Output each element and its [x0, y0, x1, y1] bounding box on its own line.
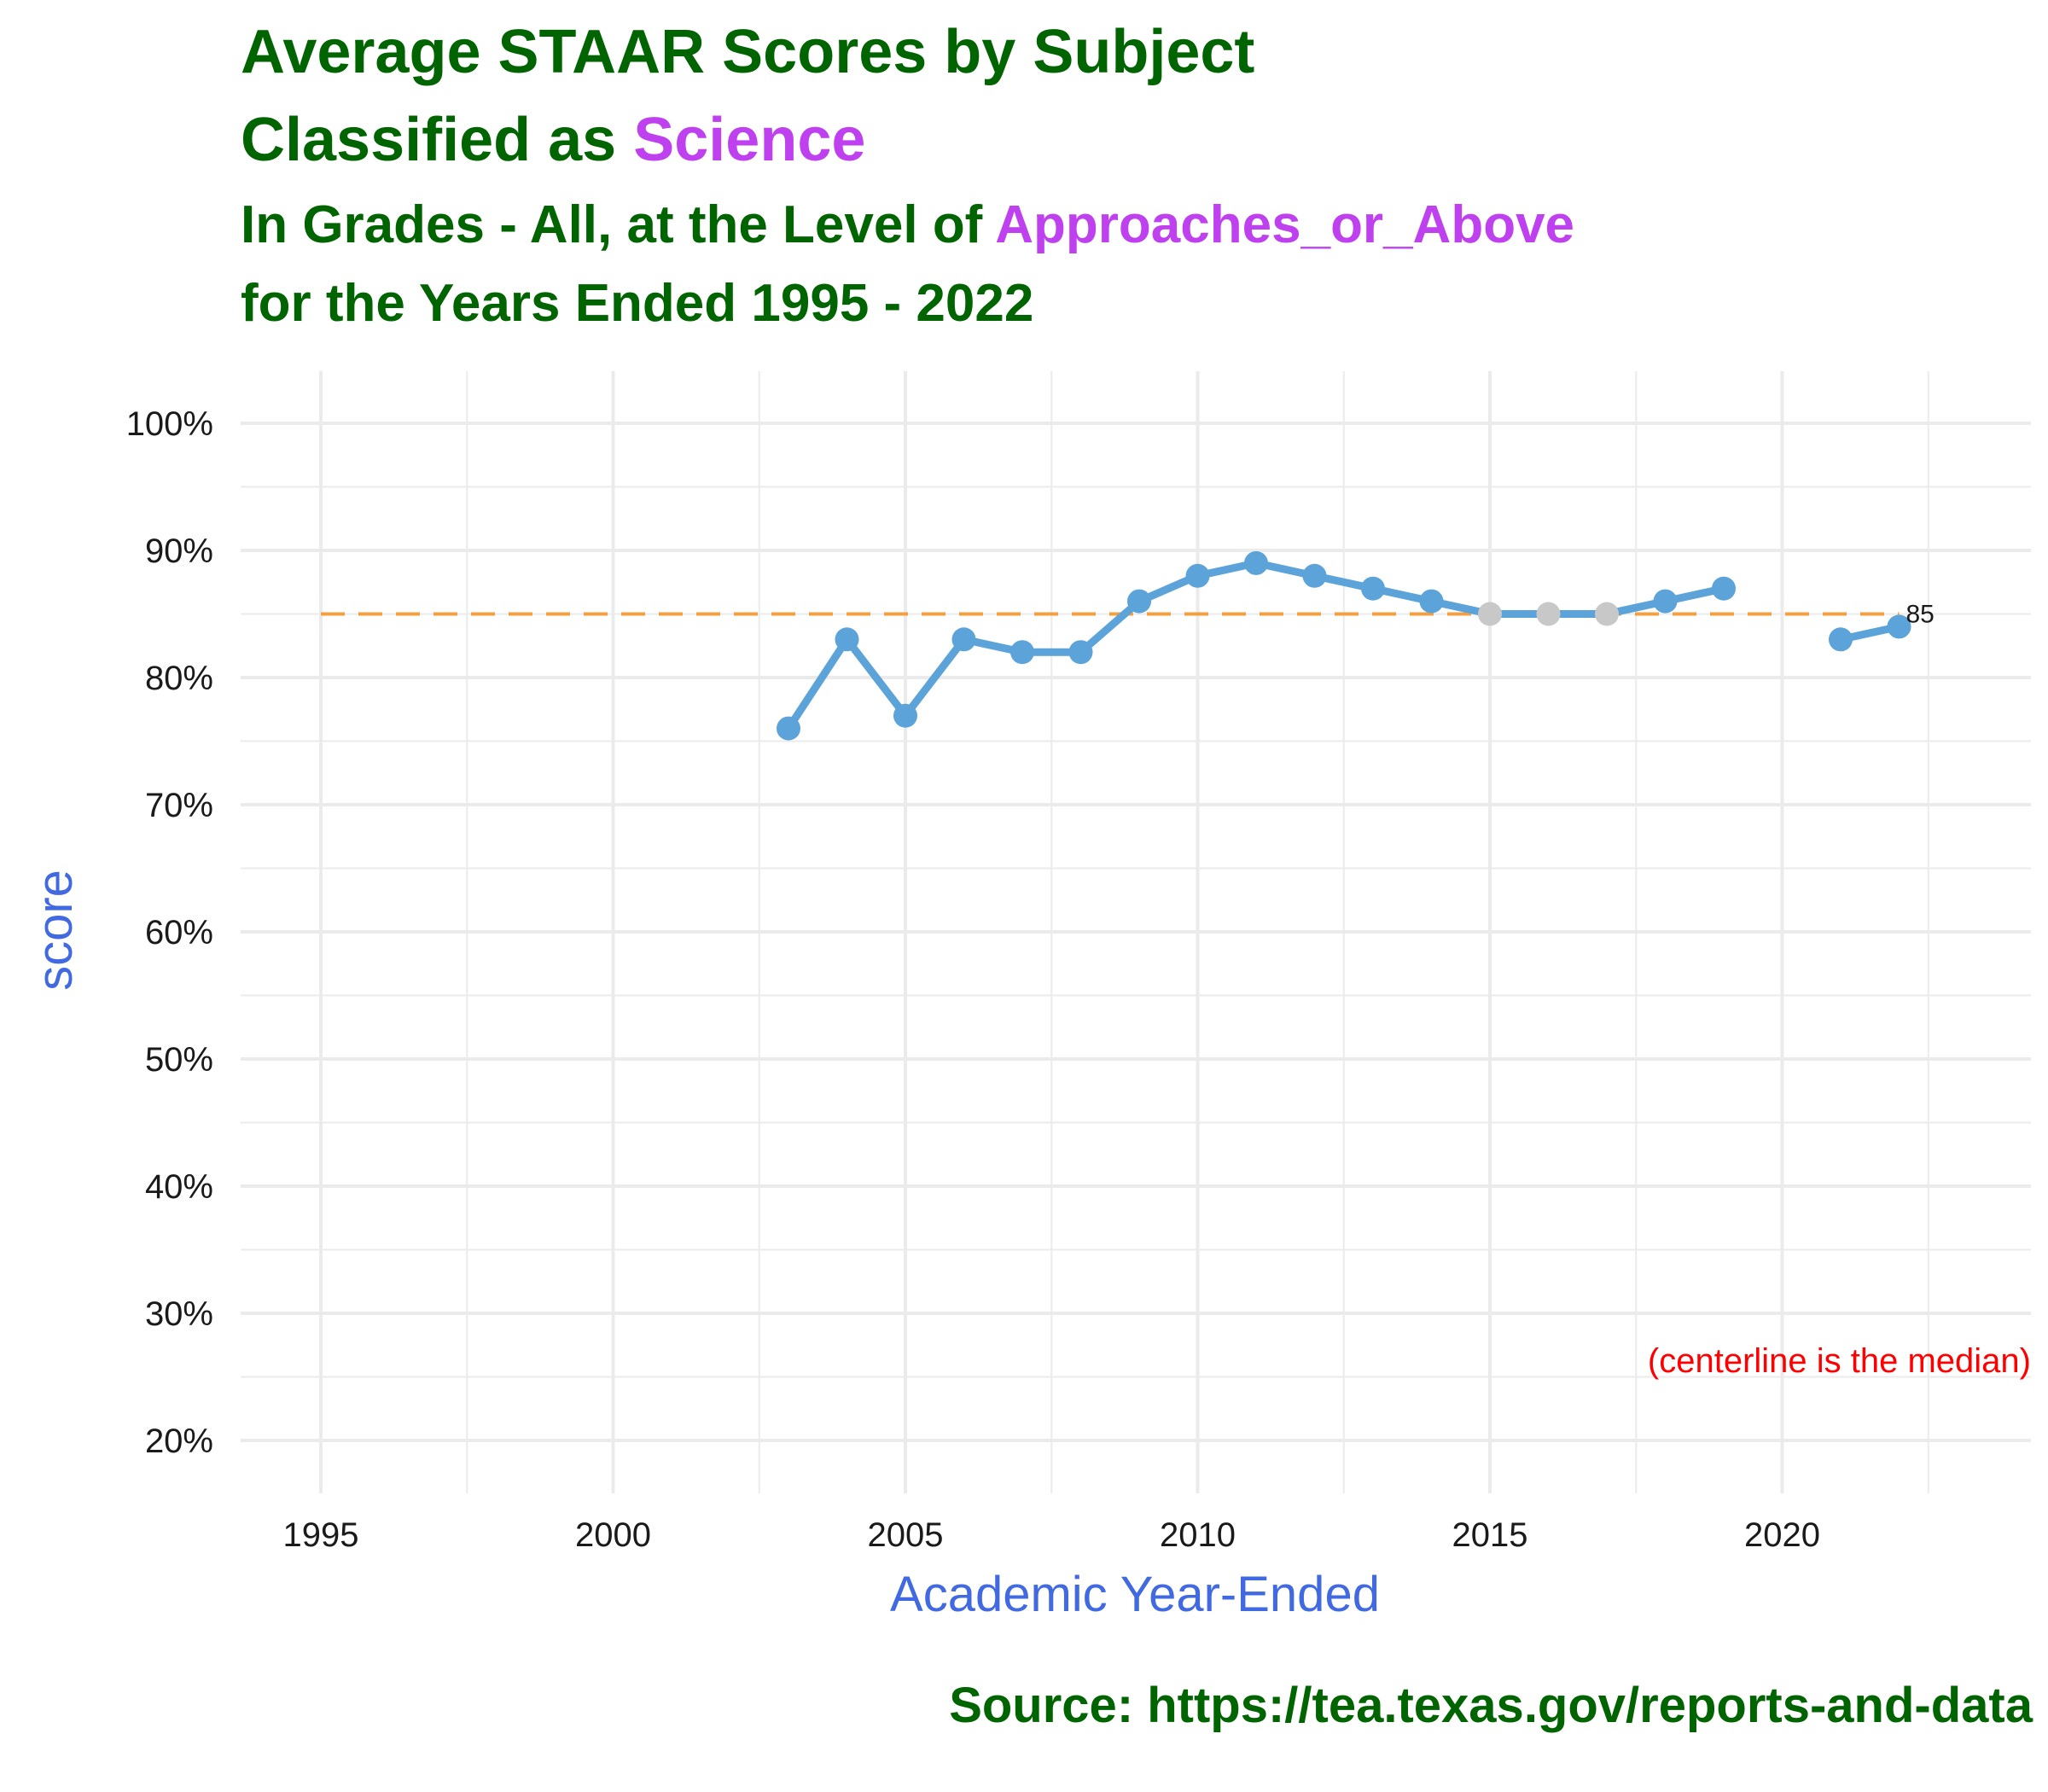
source-caption: Source: https://tea.texas.gov/reports-an…	[949, 1678, 2033, 1733]
title-line2-prefix: Classified as	[241, 106, 634, 174]
series-line	[784, 559, 1728, 733]
x-tick-label: 2005	[868, 1516, 944, 1554]
subtitle-line3-prefix: In Grades - All, at the Level of	[241, 195, 996, 254]
x-tick-label: 2015	[1452, 1516, 1528, 1554]
data-point	[1478, 602, 1502, 626]
data-point	[835, 627, 859, 652]
x-axis-title: Academic Year-Ended	[890, 1567, 1380, 1622]
x-tick-label: 2000	[575, 1516, 651, 1554]
data-point	[1595, 602, 1619, 626]
y-tick-label: 30%	[145, 1295, 213, 1333]
data-point	[1653, 589, 1678, 614]
data-point	[1185, 563, 1210, 588]
x-tick-label: 2020	[1744, 1516, 1820, 1554]
median-annotation: (centerline is the median)	[1648, 1342, 2031, 1380]
y-tick-label: 90%	[145, 532, 213, 570]
chart-title-line1: Average STAAR Scores by Subject	[241, 18, 1255, 86]
data-point	[1712, 576, 1736, 601]
data-point	[1829, 627, 1853, 652]
data-point	[1536, 602, 1561, 626]
x-tick-label: 1995	[283, 1516, 359, 1554]
data-point	[1127, 589, 1151, 614]
title-subject-highlight: Science	[633, 106, 866, 174]
x-tick-label: 2010	[1160, 1516, 1236, 1554]
data-point	[1302, 563, 1327, 588]
chart-subtitle-line3: In Grades - All, at the Level of Approac…	[241, 195, 1574, 255]
data-point	[1419, 589, 1444, 614]
data-point	[893, 703, 917, 728]
y-tick-label: 50%	[145, 1041, 213, 1079]
y-tick-label: 100%	[126, 405, 213, 443]
y-tick-label: 40%	[145, 1168, 213, 1206]
y-tick-label: 20%	[145, 1423, 213, 1460]
data-point	[1244, 550, 1268, 575]
y-tick-label: 80%	[145, 660, 213, 697]
data-point	[1068, 640, 1093, 665]
y-tick-label: 70%	[145, 787, 213, 824]
data-point	[1010, 640, 1034, 665]
data-point	[777, 716, 800, 741]
median-value-label: 85	[1906, 601, 1935, 629]
data-point	[951, 627, 976, 652]
subtitle-level-highlight: Approaches_or_Above	[995, 195, 1575, 254]
chart-title-line2: Classified as Science	[241, 105, 865, 175]
data-point	[1887, 614, 1911, 639]
chart-subtitle-line4: for the Years Ended 1995 - 2022	[241, 274, 1034, 333]
y-axis-title: score	[27, 870, 83, 991]
y-tick-label: 60%	[145, 914, 213, 951]
data-point	[1361, 576, 1385, 601]
